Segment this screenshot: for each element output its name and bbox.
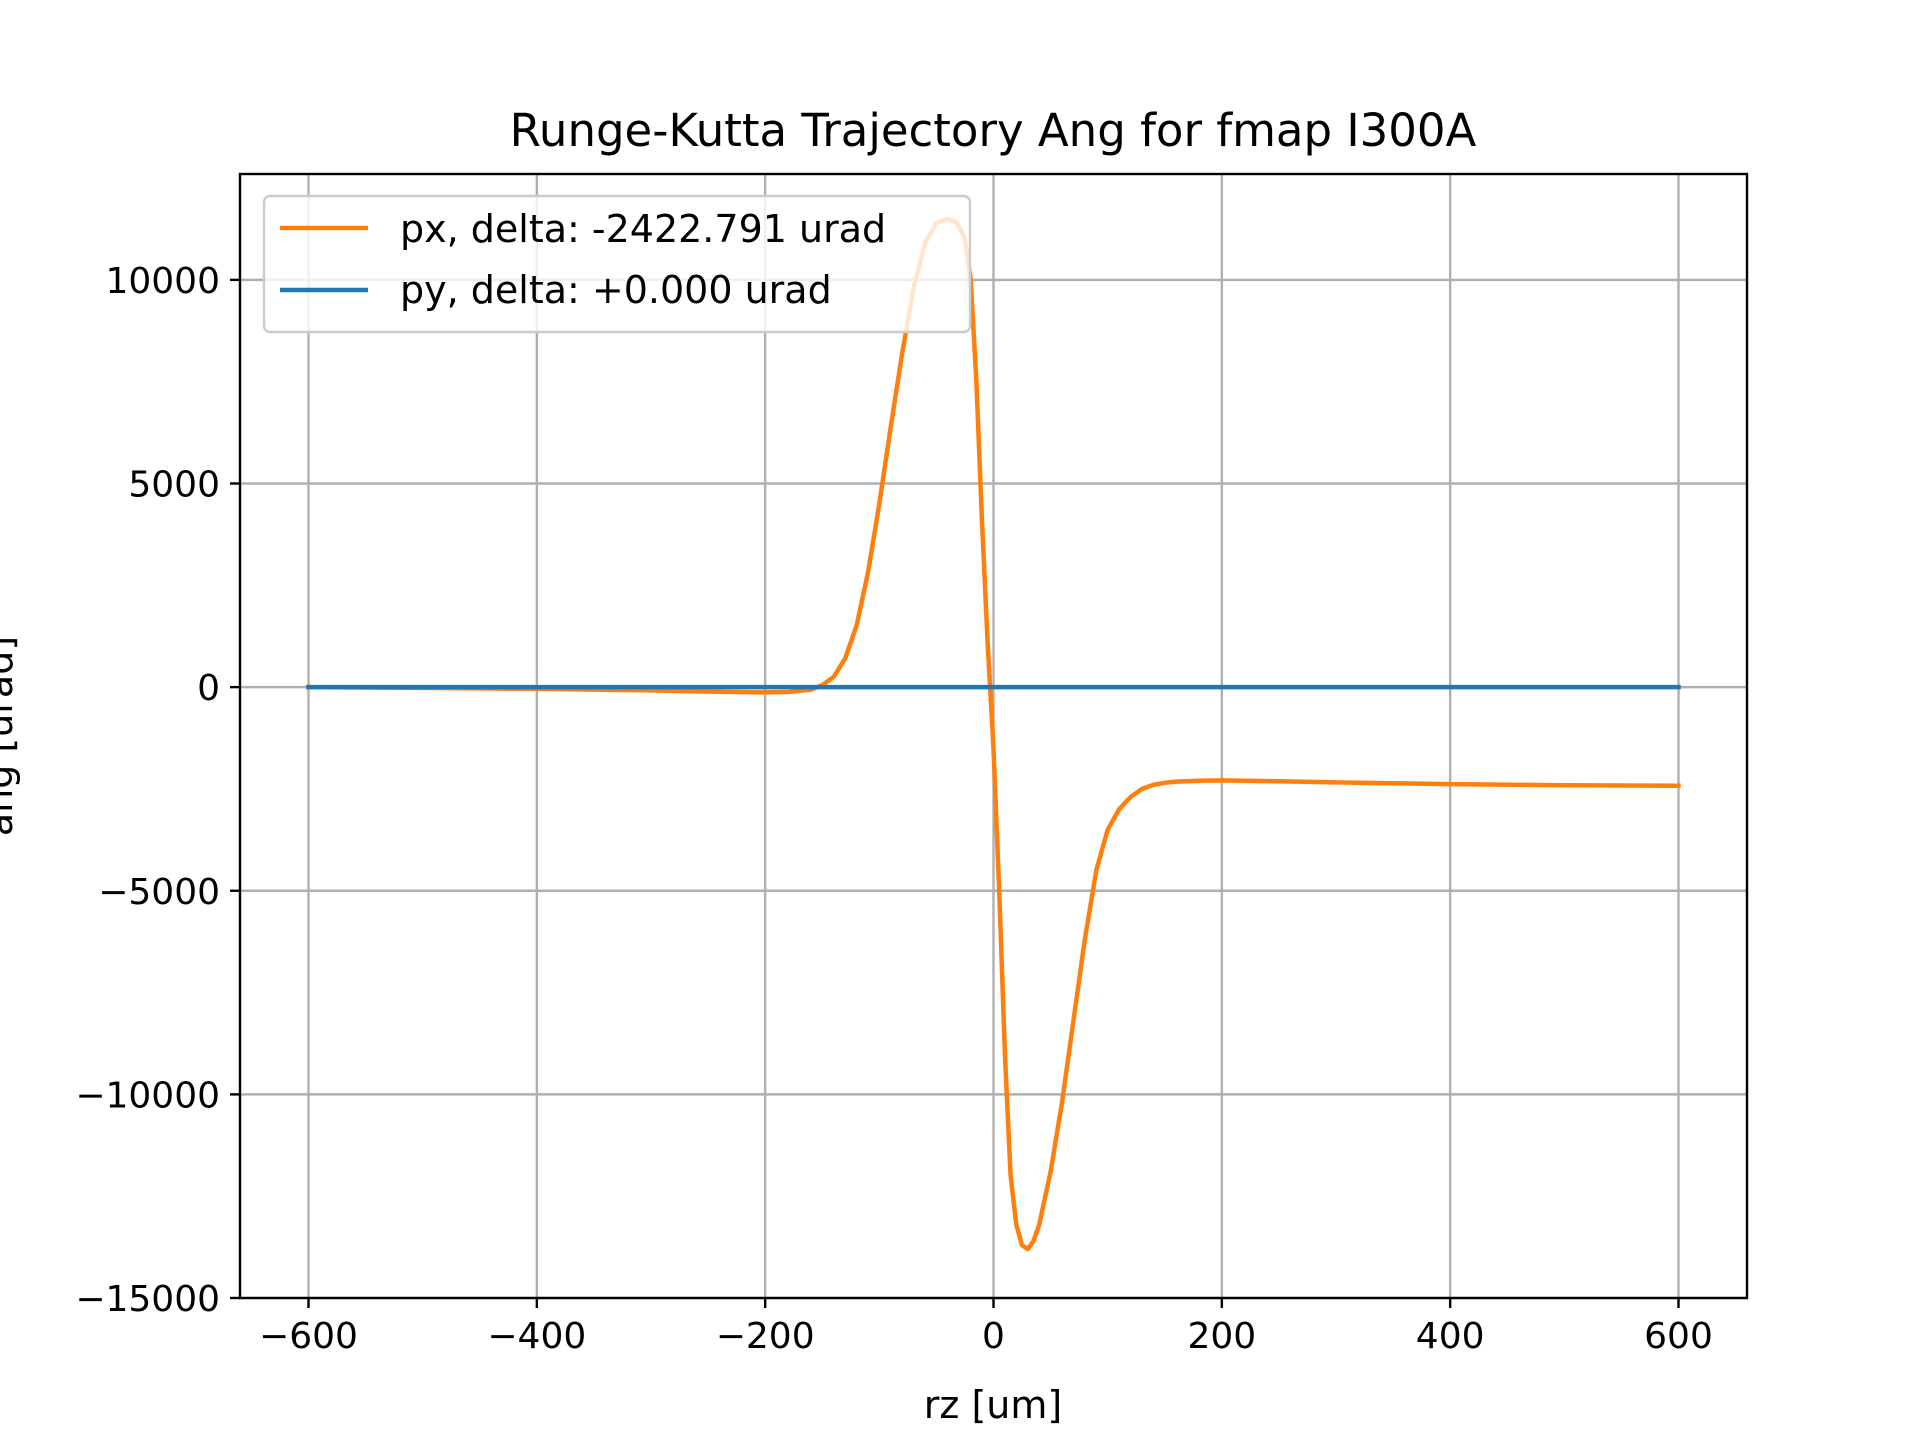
x-tick-label: 600 [1644,1316,1713,1357]
series-lines [306,216,1681,1252]
y-tick-label: −15000 [75,1279,220,1320]
y-tick-label: −10000 [75,1075,220,1116]
series-line-px [306,216,1681,1252]
legend-label-py: py, delta: +0.000 urad [400,268,832,312]
x-axis-label: rz [um] [924,1383,1062,1427]
legend: px, delta: -2422.791 urad py, delta: +0.… [262,194,972,334]
chart-title: Runge-Kutta Trajectory Ang for fmap I300… [510,104,1477,157]
x-tick-label: −600 [259,1316,358,1357]
x-tick-label: 200 [1187,1316,1256,1357]
legend-box [262,194,972,334]
x-tick-label: −200 [716,1316,815,1357]
y-axis-label: ang [urad] [0,636,21,836]
x-tick-label: 0 [982,1316,1005,1357]
y-tick-label: 10000 [105,261,220,302]
x-tick-label: −400 [487,1316,586,1357]
legend-label-px: px, delta: -2422.791 urad [400,207,886,251]
axis-ticks: −600 −400 −200 0 200 400 600 −15000 −10000 −5000 0… [75,261,1713,1357]
x-tick-label: 400 [1416,1316,1485,1357]
y-tick-label: 0 [197,668,220,709]
y-tick-label: 5000 [128,465,220,506]
y-tick-label: −5000 [98,872,220,913]
